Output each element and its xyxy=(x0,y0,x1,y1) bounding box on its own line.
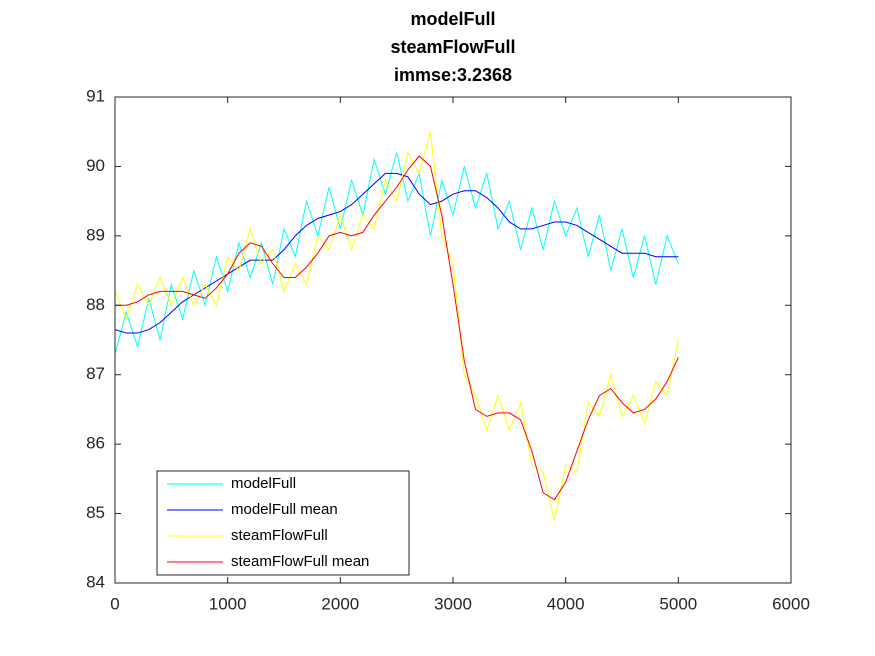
y-tick-label: 85 xyxy=(86,503,105,522)
y-tick-label: 88 xyxy=(86,295,105,314)
y-tick-label: 84 xyxy=(86,572,105,591)
x-tick-label: 2000 xyxy=(321,594,359,613)
chart-title: steamFlowFull xyxy=(390,37,515,57)
y-tick-label: 86 xyxy=(86,434,105,453)
legend-label: steamFlowFull xyxy=(231,527,328,544)
legend-label: modelFull xyxy=(231,475,296,492)
chart-title: modelFull xyxy=(411,9,496,29)
series-line xyxy=(114,131,679,521)
series-line xyxy=(114,152,679,355)
legend-box xyxy=(156,470,410,576)
legend-label: steamFlowFull mean xyxy=(231,553,369,570)
x-tick-label: 5000 xyxy=(659,594,697,613)
x-tick-label: 0 xyxy=(110,594,119,613)
series-line xyxy=(115,155,679,501)
chart-title: immse:3.2368 xyxy=(394,65,512,85)
y-tick-label: 89 xyxy=(86,225,105,244)
y-tick-label: 91 xyxy=(86,86,105,105)
legend-label: modelFull mean xyxy=(231,501,338,518)
x-tick-label: 3000 xyxy=(434,594,472,613)
x-tick-label: 4000 xyxy=(547,594,585,613)
legend: modelFull modelFull mean steamFlowFull stea… xyxy=(156,470,410,576)
x-tick-label: 6000 xyxy=(772,594,810,613)
x-tick-label: 1000 xyxy=(209,594,247,613)
y-tick-label: 90 xyxy=(86,156,105,175)
series-line xyxy=(114,172,679,334)
y-tick-label: 87 xyxy=(86,364,105,383)
